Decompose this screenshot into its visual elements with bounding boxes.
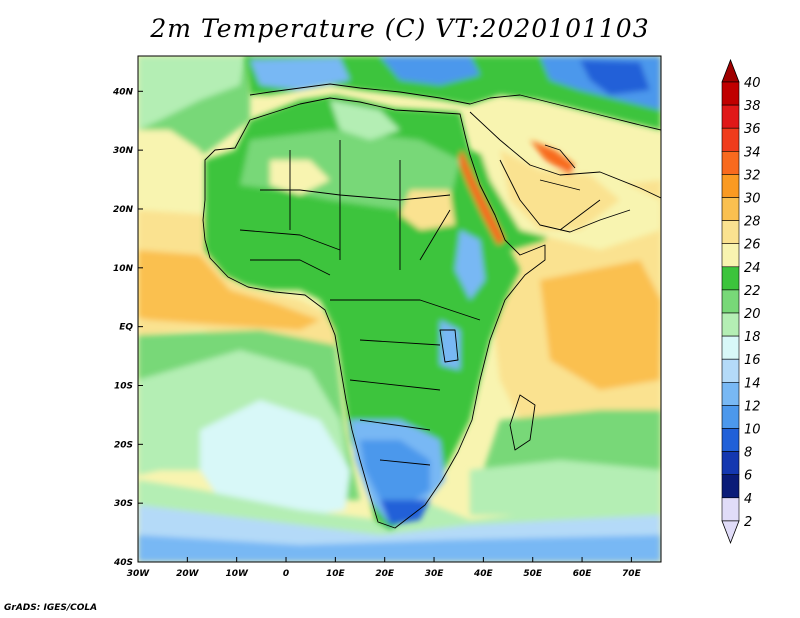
colorbar-label: 34 xyxy=(744,145,761,160)
colorbar-label: 12 xyxy=(744,399,761,414)
colorbar-label: 8 xyxy=(744,446,752,461)
colorbar: 40 38 36 34 32 30 28 26 24 22 20 18 16 14 12 10 8 6 4 2 xyxy=(721,58,761,545)
colorbar-label: 32 xyxy=(744,168,761,183)
lat-tick-label: 40S xyxy=(113,558,133,568)
colorbar-swatch xyxy=(721,243,740,268)
map-frame xyxy=(137,55,662,563)
lat-tick-label: 10N xyxy=(113,264,134,274)
colorbar-swatch xyxy=(721,451,740,476)
lon-tick-label: 20W xyxy=(176,569,200,579)
colorbar-label: 6 xyxy=(744,469,752,484)
colorbar-swatch xyxy=(721,220,740,245)
colorbar-label: 38 xyxy=(744,99,761,114)
colorbar-swatch xyxy=(721,381,740,406)
lon-tick-label: 30W xyxy=(127,569,151,579)
colorbar-label: 2 xyxy=(744,515,752,530)
colorbar-label: 4 xyxy=(744,492,752,507)
colorbar-swatch xyxy=(721,266,740,291)
colorbar-swatch xyxy=(721,335,740,360)
temperature-field xyxy=(138,56,661,562)
credit-label: GrADS: IGES/COLA xyxy=(4,603,98,613)
lat-tick-label: 10S xyxy=(114,381,133,391)
colorbar-swatch xyxy=(721,474,740,499)
colorbar-swatch xyxy=(721,127,740,152)
lon-tick-label: 0 xyxy=(283,569,289,579)
colorbar-swatch xyxy=(721,497,740,522)
colorbar-swatch xyxy=(721,358,740,383)
colorbar-swatch xyxy=(721,405,740,429)
colorbar-bottom-arrow xyxy=(721,520,740,545)
colorbar-label: 36 xyxy=(744,122,761,137)
lat-tick-label: EQ xyxy=(119,323,133,333)
colorbar-label: 18 xyxy=(744,330,761,345)
lat-tick-label: 30N xyxy=(113,146,134,156)
colorbar-swatch xyxy=(721,197,740,221)
colorbar-label: 24 xyxy=(744,261,761,276)
colorbar-swatch xyxy=(721,312,740,337)
colorbar-swatch xyxy=(721,104,740,129)
colorbar-top-arrow xyxy=(721,58,740,83)
colorbar-label: 30 xyxy=(744,192,761,207)
colorbar-swatch xyxy=(721,151,740,175)
colorbar-label: 26 xyxy=(744,238,761,253)
lon-tick-label: 30E xyxy=(425,569,445,579)
colorbar-label: 16 xyxy=(744,353,761,368)
lat-tick-label: 20S xyxy=(114,440,133,450)
colorbar-swatch xyxy=(721,81,740,106)
colorbar-label: 10 xyxy=(744,423,761,438)
lon-tick-label: 70E xyxy=(622,569,642,579)
lon-tick-label: 60E xyxy=(573,569,593,579)
lat-tick-label: 20N xyxy=(113,205,134,215)
map-title: 2m Temperature (C) VT:2020101103 xyxy=(150,14,650,43)
colorbar-label: 14 xyxy=(744,376,761,391)
lon-tick-label: 40E xyxy=(473,569,494,579)
axis-ticks: 30W 20W 10W 0 10E 20E 30E 40E 50E 60E 70E 40N 30N 20N… xyxy=(112,87,642,579)
lon-tick-label: 20E xyxy=(375,569,395,579)
colorbar-swatch xyxy=(721,289,740,314)
lon-tick-label: 10E xyxy=(326,569,346,579)
colorbar-label: 20 xyxy=(744,307,761,322)
colorbar-label: 40 xyxy=(744,76,761,91)
colorbar-label: 28 xyxy=(744,215,761,230)
colorbar-swatch xyxy=(721,174,740,198)
lon-tick-label: 10W xyxy=(225,569,249,579)
lat-tick-label: 40N xyxy=(112,87,134,97)
colorbar-swatch xyxy=(721,428,740,452)
colorbar-label: 22 xyxy=(744,284,761,299)
lat-tick-label: 30S xyxy=(114,499,133,509)
lon-tick-label: 50E xyxy=(523,569,543,579)
